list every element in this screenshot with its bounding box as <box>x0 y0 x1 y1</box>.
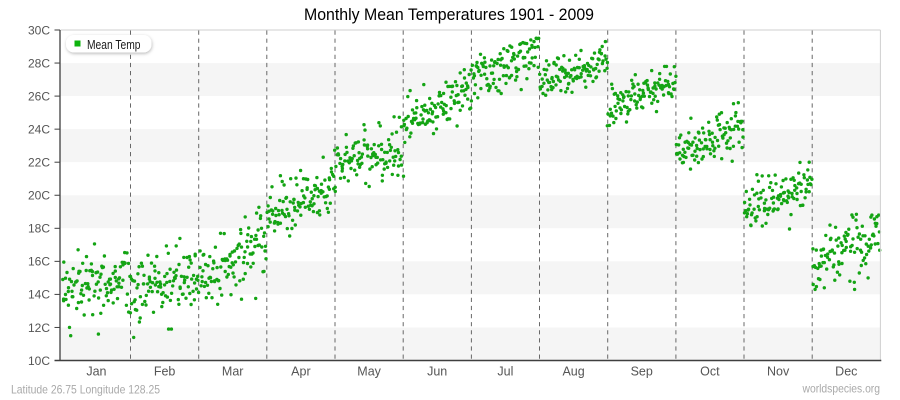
svg-text:30C: 30C <box>28 23 50 37</box>
svg-text:22C: 22C <box>28 156 50 170</box>
svg-text:Mar: Mar <box>222 364 244 378</box>
svg-text:Aug: Aug <box>562 364 584 378</box>
svg-text:24C: 24C <box>28 122 50 136</box>
svg-text:Nov: Nov <box>767 364 790 378</box>
svg-text:Sep: Sep <box>631 364 653 378</box>
svg-text:16C: 16C <box>28 255 50 269</box>
svg-text:26C: 26C <box>28 89 50 103</box>
svg-text:Feb: Feb <box>154 364 176 378</box>
svg-text:Jun: Jun <box>427 364 447 378</box>
svg-text:Latitude 26.75 Longitude 128.2: Latitude 26.75 Longitude 128.25 <box>11 383 160 397</box>
svg-text:Oct: Oct <box>700 364 720 378</box>
svg-text:14C: 14C <box>28 288 50 302</box>
svg-text:Jan: Jan <box>86 364 106 378</box>
svg-text:Jul: Jul <box>497 364 513 378</box>
svg-text:12C: 12C <box>28 321 50 335</box>
svg-text:10C: 10C <box>28 354 50 368</box>
svg-text:Mean Temp: Mean Temp <box>87 37 141 52</box>
svg-text:Dec: Dec <box>835 364 857 378</box>
svg-text:Apr: Apr <box>291 364 310 378</box>
svg-text:May: May <box>357 364 381 378</box>
svg-text:28C: 28C <box>28 56 50 70</box>
svg-text:20C: 20C <box>28 189 50 203</box>
svg-text:worldspecies.org: worldspecies.org <box>802 382 880 396</box>
svg-text:Monthly Mean Temperatures 1901: Monthly Mean Temperatures 1901 - 2009 <box>304 6 594 24</box>
svg-text:18C: 18C <box>28 222 50 236</box>
